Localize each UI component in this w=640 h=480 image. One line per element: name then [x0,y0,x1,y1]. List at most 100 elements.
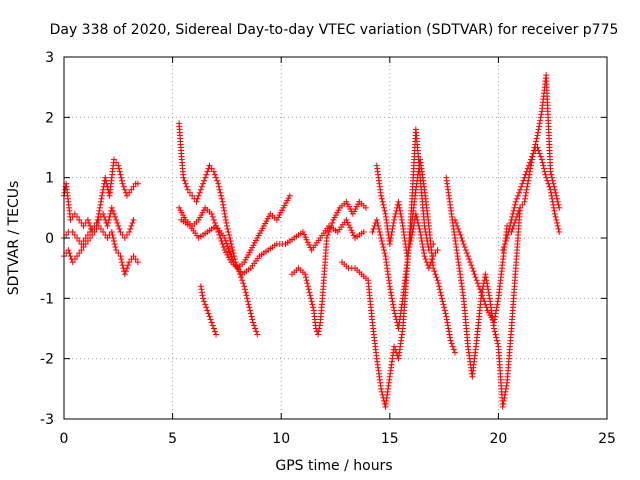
data-point-fill [110,210,117,217]
data-point-fill [349,229,356,236]
data-point-fill [388,295,395,302]
data-point-fill [247,310,254,317]
data-point-fill [505,228,512,235]
data-point-fill [501,391,508,398]
data-point-fill [304,239,311,246]
data-point-fill [536,120,543,127]
data-point-fill [97,225,104,232]
data-point-fill [205,310,212,317]
data-point [464,253,471,260]
data-point-fill [183,183,190,190]
data-point-fill [441,307,448,314]
data-point-fill [374,219,381,226]
data-point-fill [181,177,188,184]
data-point [458,235,465,241]
data-point [228,241,235,248]
data-point-fill [441,304,448,311]
data-point-fill [391,213,398,220]
data-point-fill [99,192,106,199]
data-point-fill [541,168,548,175]
data-point [315,331,322,338]
series-track-5 [176,192,293,272]
series-track-10 [369,156,458,356]
data-point-fill [523,186,530,193]
data-point-fill [473,277,480,284]
data-point-fill [523,189,530,196]
data-point-fill [468,262,475,269]
data-point-fill [454,222,461,229]
data-point-fill [380,201,387,208]
data-point [126,228,133,235]
data-point-fill [492,310,499,317]
data-point-fill [553,216,560,223]
data-point-fill [514,210,521,217]
data-point-fill [210,216,217,223]
data-point-fill [483,304,490,311]
data-point-fill [303,236,310,243]
data-point-fill [535,147,542,154]
data-point-fill [539,159,546,166]
data-point [117,253,124,260]
data-point-fill [462,247,469,254]
data-point-fill [550,201,557,208]
data-point [499,247,506,254]
series-track-14 [499,144,563,254]
data-point [130,216,137,223]
data-point [434,277,441,284]
data-point-fill [476,286,483,293]
data-point-fill [76,250,83,257]
data-point-fill [555,225,562,232]
y-tick-label: 3 [45,50,54,66]
data-point-fill [460,241,467,248]
data-point [180,174,187,181]
data-point-fill [239,277,246,284]
data-point-fill [96,204,103,211]
data-point-fill [398,213,405,220]
data-point-fill [381,250,388,257]
data-point-fill [407,241,414,248]
data-point-fill [229,247,236,254]
y-tick-label: -3 [40,412,54,428]
data-point-fill [526,159,533,166]
data-point-fill [222,237,229,244]
data-point-fill [540,162,547,169]
data-point-fill [125,262,132,269]
data-point [104,222,111,229]
data-point-fill [407,238,414,245]
data-point-fill [228,244,235,251]
data-point-fill [99,189,106,196]
data-point-fill [406,244,413,251]
data-point [430,253,437,260]
data-point [210,168,217,175]
data-point-fill [225,245,232,252]
data-point-fill [509,213,516,220]
data-point-fill [304,280,311,287]
x-tick-label: 5 [168,431,177,447]
data-point-fill [93,219,100,226]
data-point-fill [522,171,529,178]
data-point-fill [117,171,124,178]
data-point-fill [80,244,87,251]
data-point-fill [208,165,215,172]
series-track-12 [443,174,524,410]
data-point-fill [440,301,447,308]
data-point-fill [370,225,377,232]
data-point-fill [203,304,210,311]
data-point-fill [548,171,555,178]
data-point [547,186,554,193]
data-point-fill [123,265,130,272]
data-point-fill [494,301,501,308]
y-axis-label: SDTVAR / TECUs [6,181,22,296]
data-point-fill [541,165,548,172]
data-point-fill [380,244,387,251]
x-tick-label: 0 [60,431,69,447]
data-point-fill [522,192,529,199]
data-point-fill [316,325,323,332]
data-point-fill [456,228,463,235]
data-point-fill [224,225,231,232]
data-point [210,325,217,332]
data-point [517,204,524,211]
data-point-fill [480,295,487,302]
data-point-fill [419,244,426,251]
series-track-13 [451,72,563,326]
